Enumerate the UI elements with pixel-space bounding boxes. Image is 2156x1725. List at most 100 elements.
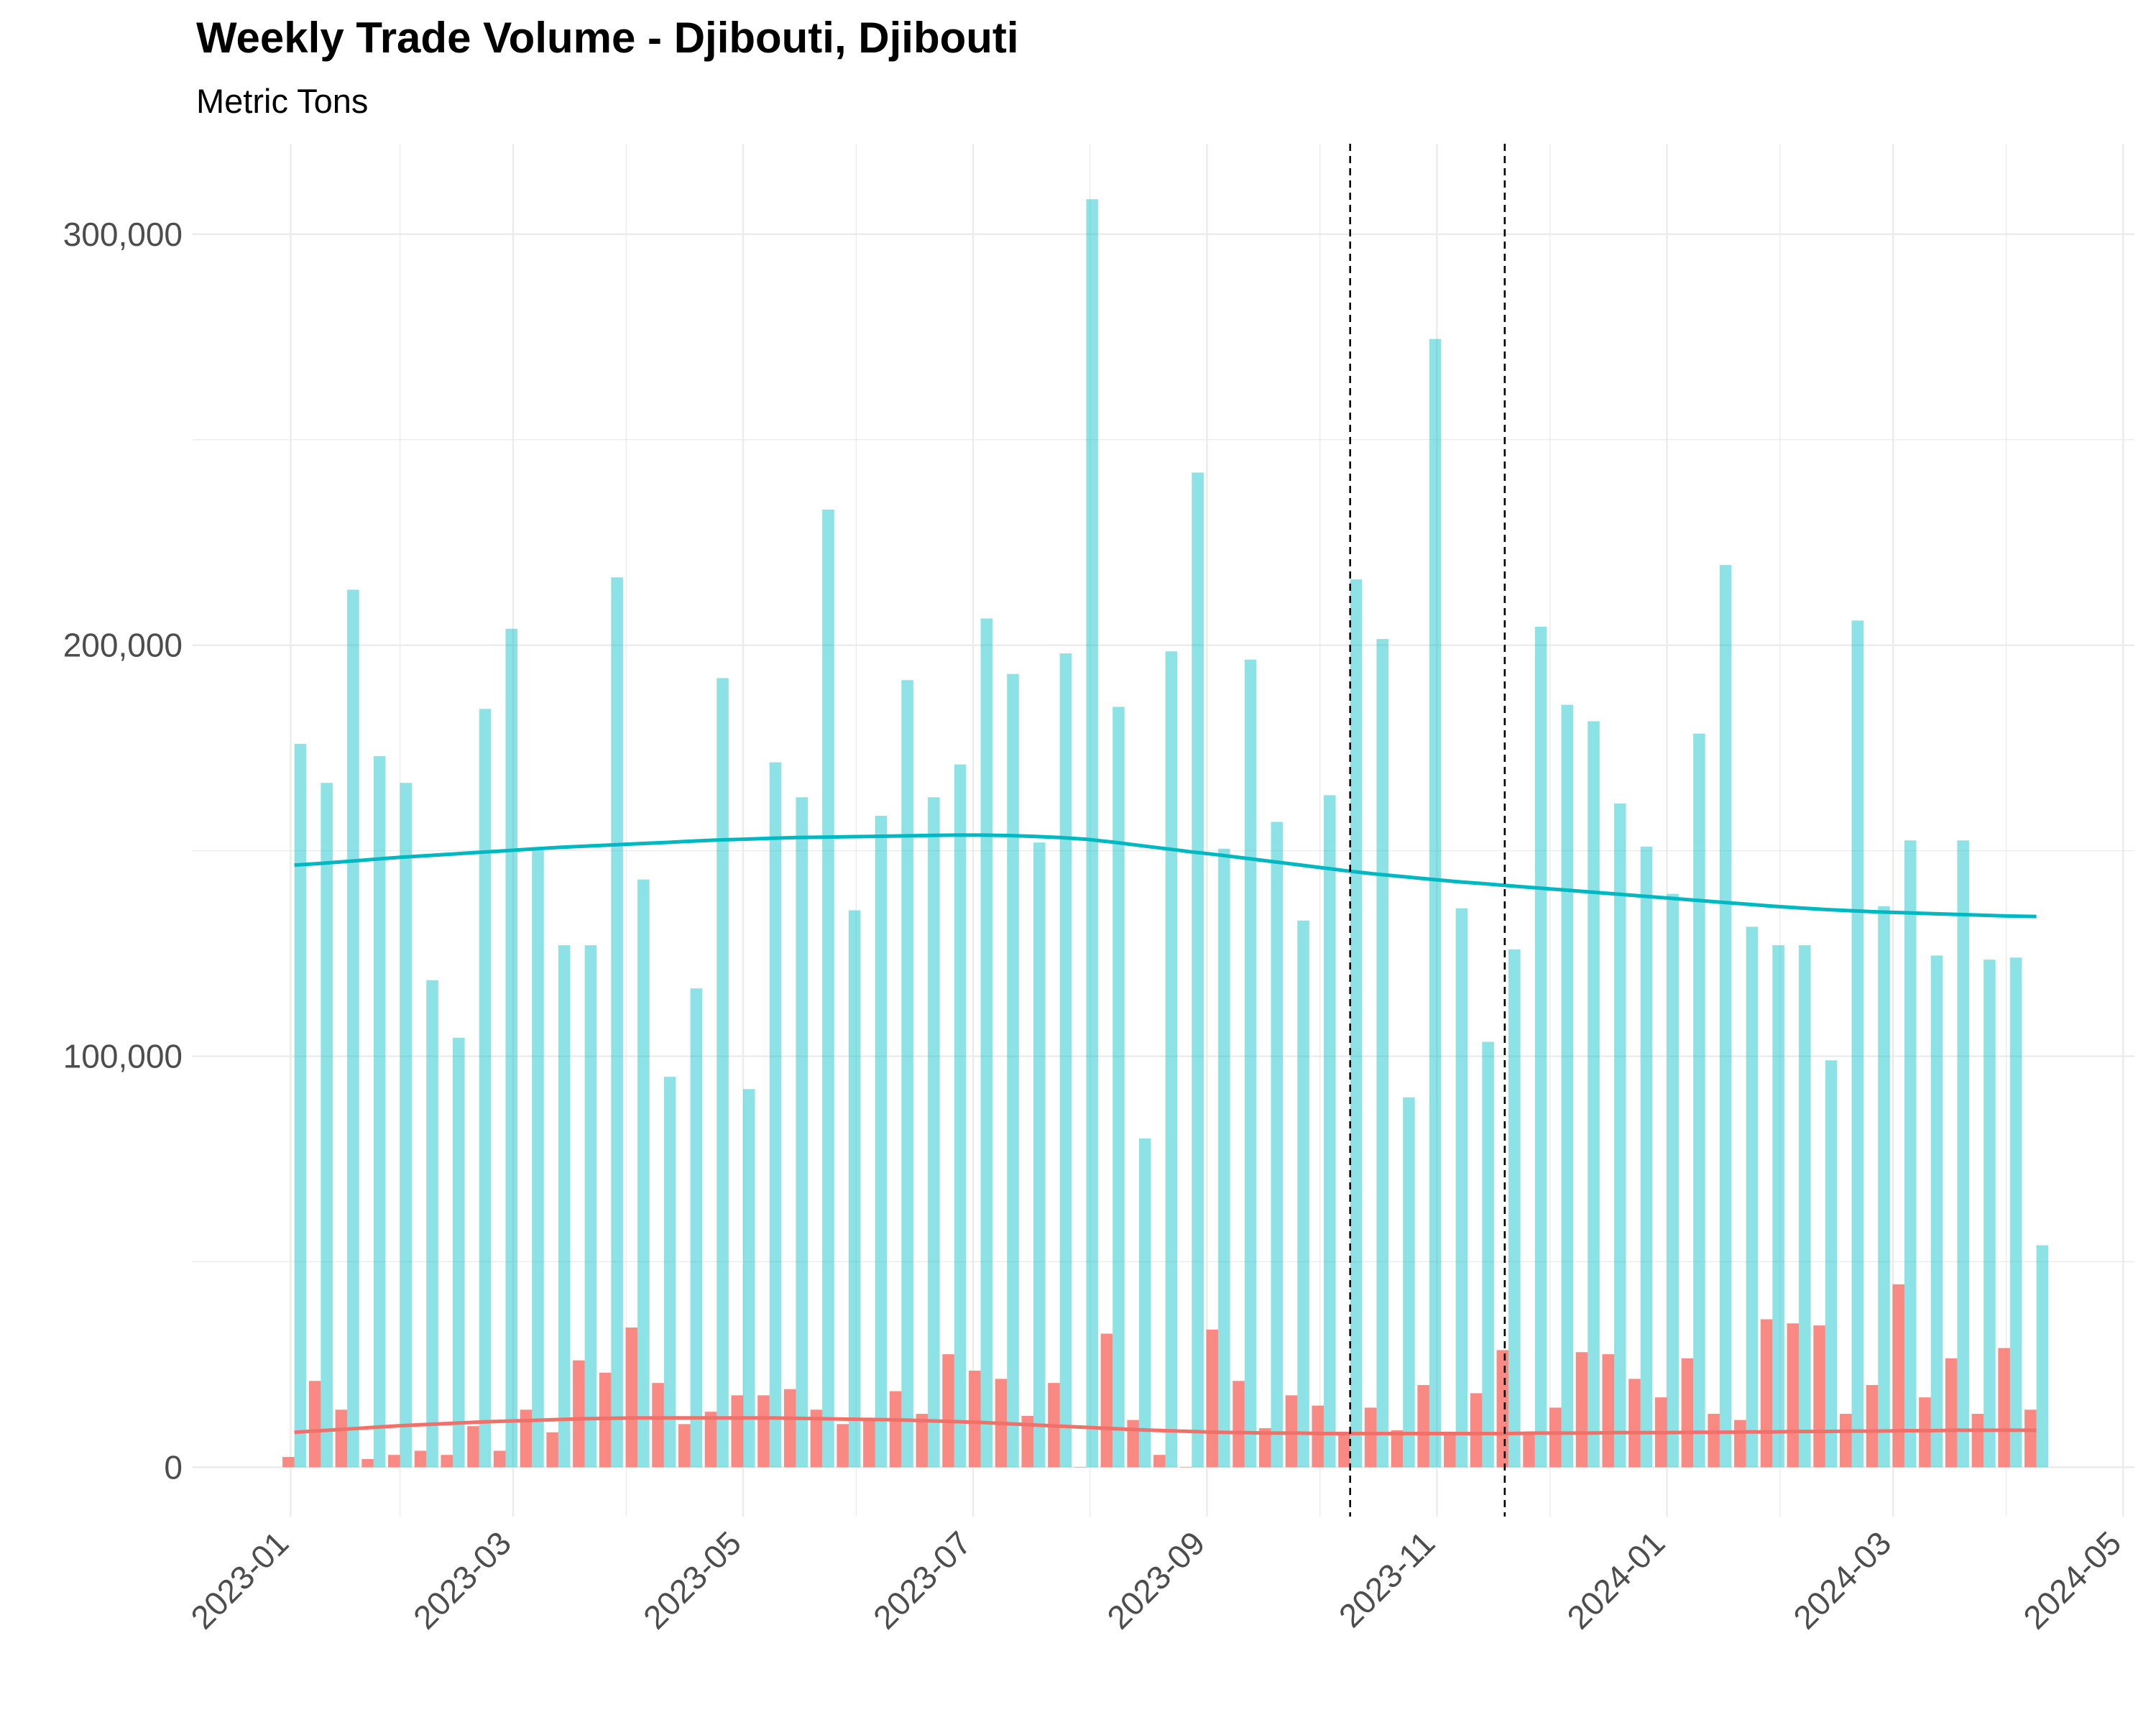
series-b-bar [1470,1393,1483,1468]
series-b-bar [783,1389,796,1468]
series-a-bar [1930,955,1943,1468]
series-a-bar [1297,920,1309,1468]
series-b-bar [625,1327,638,1468]
series-a-bar [1376,639,1388,1468]
series-a-bar [1455,908,1468,1468]
reference-lines [1349,144,1506,1517]
chart-title: Weekly Trade Volume - Djibouti, Djibouti [196,14,1019,62]
series-b-bar [1206,1329,1219,1468]
series-a-bar [584,945,597,1468]
series-b-bar [282,1457,295,1468]
series-b-bar [308,1381,321,1468]
y-axis-ticks: 0 100,000 200,000 300,000 [63,216,183,1486]
series-b-bar [1100,1333,1113,1468]
series-a-bar [1561,704,1574,1468]
series-b-bar [546,1432,558,1468]
series-a-bar [822,509,834,1468]
x-tick-label: 2023-03 [406,1524,518,1636]
series-a-bar [479,709,492,1468]
series-a-bar [1640,846,1653,1468]
series-b-bar [441,1455,453,1468]
x-tick-label: 2023-07 [866,1524,978,1636]
series-a-bar [611,577,623,1468]
series-a-bar [1350,579,1363,1468]
series-a-bar [1588,721,1600,1468]
series-a-bar [1878,906,1890,1468]
series-b-bar [1127,1420,1139,1468]
series-a-bar [426,980,438,1468]
series-a-bar [505,628,517,1468]
series-a-bar [743,1089,755,1468]
series-a-bar [1613,803,1626,1468]
series-a-bar [1192,472,1204,1468]
series-a-bar [373,756,386,1468]
series-b-bar [1813,1325,1825,1468]
series-a-bar [796,797,808,1468]
series-b-bar [520,1409,533,1468]
series-a-bar [1218,848,1230,1468]
series-a-bar [1323,795,1336,1468]
series-b-bar [1233,1381,1245,1468]
y-tick-label: 0 [164,1448,183,1486]
series-a-bars [294,199,2049,1468]
y-tick-label: 300,000 [63,216,183,253]
series-a-bar [1033,842,1046,1468]
series-b-bar [916,1414,929,1468]
series-b-bar [863,1417,875,1468]
series-b-bar [1364,1407,1377,1468]
series-a-bar [954,764,967,1468]
trend-lines [294,833,2037,1435]
series-b-bar [1549,1407,1562,1468]
series-a-bar [1086,199,1098,1468]
series-a-bar [663,1077,676,1468]
series-a-bar [1482,1041,1494,1468]
series-a-bar [2009,957,2022,1468]
series-b-bar [1153,1455,1166,1468]
series-a-bar [321,783,333,1468]
series-b-bar [1602,1354,1614,1468]
series-b-bar [493,1450,506,1468]
y-tick-label: 100,000 [63,1038,183,1075]
series-b-bar [1866,1385,1879,1468]
x-axis-ticks: 2023-01 2023-03 2023-05 2023-07 2023-09 2023-… [183,1524,2128,1636]
series-a-bar [2036,1245,2049,1468]
series-b-bar [1285,1395,1298,1468]
series-a-bar [1403,1097,1415,1468]
series-b-bar [652,1383,664,1468]
series-b-bar [414,1450,427,1468]
series-b-bar [942,1354,954,1468]
x-tick-label: 2023-09 [1100,1524,1212,1636]
series-b-bar [1760,1319,1773,1468]
series-b-bar [1391,1430,1404,1468]
series-a-bar [1799,945,1811,1468]
series-b-bar [1945,1358,1958,1468]
chart-subtitle: Metric Tons [196,82,369,120]
series-a-bar [347,589,359,1468]
series-a-bar [1059,653,1072,1468]
series-a-bar [1667,893,1679,1468]
series-b-bar [1575,1352,1588,1468]
x-tick-label: 2023-01 [183,1524,295,1636]
series-a-bar [532,850,544,1468]
series-b-bar [889,1391,902,1468]
series-b-bar [2024,1409,2037,1468]
series-b-bar [1074,1467,1087,1468]
series-b-bar [388,1455,400,1468]
x-tick-label: 2023-11 [1332,1524,1442,1634]
series-a-bar [1825,1060,1838,1468]
series-b-bar [1259,1428,1271,1468]
series-a-trend-line [294,833,2037,919]
series-a-bar [1165,651,1178,1468]
y-tick-label: 200,000 [63,627,183,664]
series-b-bar [704,1412,717,1468]
series-b-bar [1892,1284,1904,1468]
series-b-bar [678,1424,691,1468]
series-b-bar [1338,1432,1350,1468]
series-a-bar [1957,840,1969,1468]
series-a-bar [769,762,782,1468]
series-b-bar [1628,1379,1641,1468]
series-b-bars [282,1284,2037,1468]
series-a-bar [1693,733,1705,1468]
series-a-bar [1719,565,1732,1468]
series-b-bar [810,1409,823,1468]
